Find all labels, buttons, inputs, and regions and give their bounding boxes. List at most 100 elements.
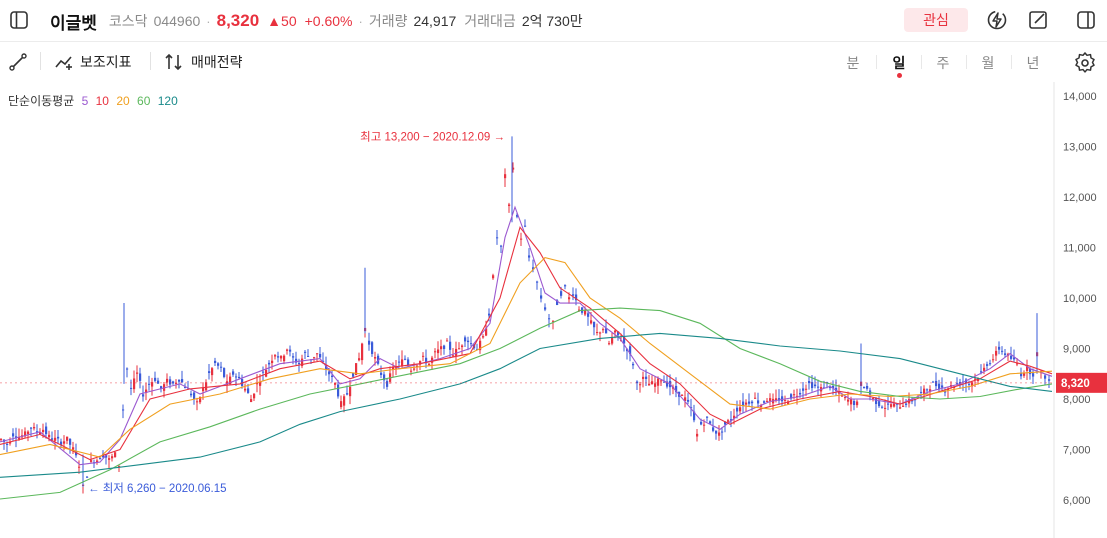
period-month[interactable]: 월 <box>981 55 995 71</box>
candle-body <box>983 367 986 371</box>
candle-body <box>446 340 449 342</box>
candle-body <box>709 421 712 424</box>
candle-body <box>866 385 869 389</box>
candle-body <box>1026 366 1029 371</box>
candle-body <box>229 376 232 385</box>
period-year[interactable]: 년 <box>1026 55 1040 71</box>
panel-icon[interactable] <box>1075 9 1097 31</box>
candle-body <box>965 379 968 384</box>
candle-body <box>86 476 89 478</box>
y-tick-label: 14,000 <box>1063 91 1097 103</box>
candle-body <box>974 378 977 380</box>
indicator-button[interactable]: 보조지표 <box>54 52 132 72</box>
candle-body <box>568 297 571 300</box>
candle-body <box>319 353 322 358</box>
candle-body <box>404 358 407 360</box>
candle-body <box>148 383 151 385</box>
candle-body <box>422 355 425 357</box>
candle-body <box>1013 357 1016 360</box>
candle-body <box>602 329 605 331</box>
candle-body <box>262 371 265 373</box>
y-tick-label: 12,000 <box>1063 192 1097 204</box>
candle-body <box>392 367 395 370</box>
watchlist-button[interactable]: 관심 <box>904 8 968 32</box>
candle-body <box>142 394 145 397</box>
candle-body <box>617 331 620 336</box>
candle-body <box>361 343 364 361</box>
candle-body <box>769 398 772 401</box>
candle-body <box>286 349 289 351</box>
candle-body <box>380 372 383 375</box>
ma-legend-120: 120 <box>157 94 178 108</box>
candle-body <box>122 409 125 411</box>
ma-line-10 <box>0 226 1053 461</box>
candle-body <box>941 385 944 388</box>
candle-body <box>307 355 310 357</box>
candle-body <box>666 381 669 387</box>
candle-body <box>727 420 730 422</box>
candle-body <box>528 255 531 258</box>
volume-label: 거래량 <box>368 13 408 29</box>
candle-body <box>663 381 666 383</box>
candle-body <box>751 401 754 404</box>
strategy-label: 매매전략 <box>191 54 243 70</box>
y-tick-label: 8,000 <box>1063 394 1091 406</box>
candle-body <box>298 362 301 365</box>
candle-body <box>660 380 663 382</box>
ma-legend-20: 20 <box>116 94 130 108</box>
period-day[interactable]: 일 <box>892 55 906 71</box>
candle-body <box>268 362 271 365</box>
candle-body <box>292 356 295 358</box>
ma-legend: 단순이동평균 5 10 20 60 120 <box>8 92 182 109</box>
candle-body <box>244 388 247 391</box>
edit-icon[interactable] <box>1027 9 1049 31</box>
candle-body <box>844 397 847 399</box>
candle-body <box>283 355 286 362</box>
candle-body <box>1048 379 1051 381</box>
line-draw-icon[interactable] <box>8 52 28 72</box>
candle-body <box>508 204 511 207</box>
candle-body <box>496 237 499 239</box>
candle-body <box>520 238 523 240</box>
candle-body <box>748 401 751 404</box>
price-chart[interactable]: 14,000 13,000 12,000 11,000 10,000 9,000 8,000… <box>0 82 1107 538</box>
gear-icon[interactable] <box>1074 52 1096 74</box>
y-tick-label: 6,000 <box>1063 495 1091 507</box>
candle-body <box>724 421 727 425</box>
candle-body <box>989 363 992 365</box>
header: 이글벳 코스닥 044960 · 8,320 ▲50 +0.60% · 거래량 … <box>0 0 1107 42</box>
candle-body <box>560 291 563 296</box>
candle-body <box>766 400 769 402</box>
candle-body <box>36 431 39 433</box>
candle-body <box>808 381 811 384</box>
candle-body <box>1029 368 1032 375</box>
candle-body <box>241 379 244 386</box>
candle-body <box>301 358 304 367</box>
period-week[interactable]: 주 <box>936 55 950 71</box>
candle-body <box>639 384 642 386</box>
candle-body <box>425 357 428 364</box>
candle-body <box>739 407 742 412</box>
strategy-button[interactable]: 매매전략 <box>163 52 243 72</box>
sidebar-toggle-icon[interactable] <box>8 9 30 31</box>
candle-body <box>863 386 866 389</box>
candle-body <box>608 343 611 345</box>
current-price: 8,320 <box>216 11 260 30</box>
candle-body <box>464 337 467 342</box>
candle-body <box>126 368 129 370</box>
candle-body <box>754 397 757 399</box>
candle-body <box>259 381 262 386</box>
candle-body <box>757 400 760 404</box>
candle-body <box>998 346 1001 350</box>
period-minute[interactable]: 분 <box>846 55 860 71</box>
lightning-icon[interactable] <box>986 9 1008 31</box>
candle-body <box>355 363 358 375</box>
candle-body <box>648 383 651 386</box>
candle-body <box>443 345 446 349</box>
candle-body <box>938 383 941 390</box>
candle-body <box>139 373 142 381</box>
candle-body <box>410 370 413 372</box>
candle-body <box>416 365 419 367</box>
candle-body <box>154 377 157 381</box>
candle-body <box>593 321 596 328</box>
